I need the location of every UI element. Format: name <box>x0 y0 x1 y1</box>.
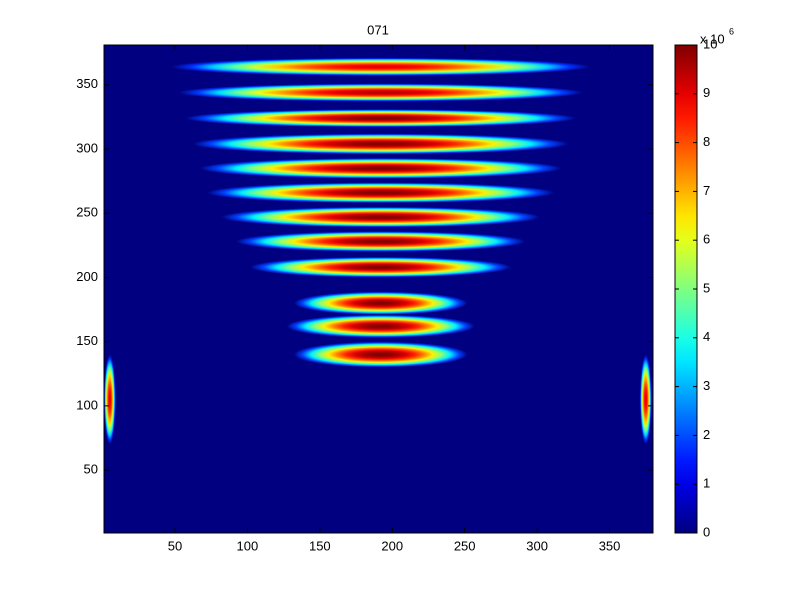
y-tick-label: 300 <box>76 140 98 155</box>
colorbar-tick-label: 8 <box>703 134 710 149</box>
x-tick-label: 100 <box>237 538 259 553</box>
y-tick-label: 50 <box>84 462 98 477</box>
colorbar-tick-label: 9 <box>703 85 710 100</box>
y-tick-label: 150 <box>76 333 98 348</box>
colorbar-tick-label: 0 <box>703 524 710 539</box>
colorbar-tick-label: 6 <box>703 232 710 247</box>
heat-blob <box>235 231 526 252</box>
heat-blob <box>206 182 555 203</box>
colorbar-tick-label: 2 <box>703 427 710 442</box>
x-tick-label: 250 <box>454 538 476 553</box>
y-tick-label: 200 <box>76 269 98 284</box>
x-tick-label: 350 <box>599 538 621 553</box>
colorbar-tick-label: 3 <box>703 378 710 393</box>
heat-blob <box>286 314 475 338</box>
heat-blob <box>192 133 569 155</box>
colorbar-tick-label: 5 <box>703 280 710 295</box>
heat-blob <box>221 206 541 228</box>
heatmap-cells <box>104 57 652 445</box>
y-tick-label: 100 <box>76 397 98 412</box>
colorbar-tick-label: 10 <box>703 36 717 51</box>
x-tick-label: 150 <box>309 538 331 553</box>
heat-blob <box>199 158 562 179</box>
heat-blob <box>293 291 468 315</box>
heat-blob <box>639 354 652 445</box>
heat-blob <box>104 354 116 445</box>
chart-title: 071 <box>367 22 389 37</box>
colorbar-exponent: 6 <box>729 26 734 36</box>
colorbar-tick-label: 4 <box>703 329 710 344</box>
plot-frame <box>103 44 654 534</box>
heat-blob <box>170 57 591 76</box>
colorbar-multiplier: x 10 <box>700 31 725 46</box>
heat-blob <box>185 109 577 128</box>
heat-blob <box>293 341 468 368</box>
colorbar-tick-label: 7 <box>703 183 710 198</box>
colorbar-tick-label: 1 <box>703 476 710 491</box>
x-tick-label: 50 <box>168 538 182 553</box>
x-tick-label: 200 <box>381 538 403 553</box>
heat-blob <box>177 83 584 102</box>
heat-blob <box>250 256 512 278</box>
x-tick-label: 300 <box>526 538 548 553</box>
y-tick-label: 350 <box>76 76 98 91</box>
y-tick-label: 250 <box>76 205 98 220</box>
